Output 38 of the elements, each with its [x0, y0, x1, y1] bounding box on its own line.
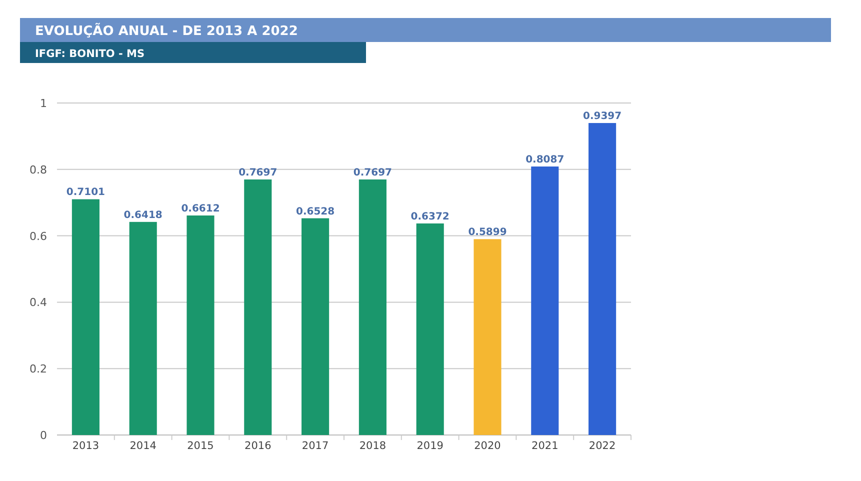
- bar: [416, 223, 444, 435]
- data-label: 0.7697: [353, 167, 392, 178]
- x-tick-label: 2013: [72, 440, 100, 452]
- data-label: 0.6528: [296, 206, 335, 218]
- data-label: 0.8087: [526, 154, 564, 166]
- data-label: 0.5899: [468, 227, 507, 238]
- data-label: 0.9397: [583, 111, 622, 122]
- x-tick-label: 2021: [532, 440, 558, 452]
- bar: [531, 166, 559, 435]
- y-tick-label: 1: [40, 97, 47, 110]
- bar: [129, 222, 157, 435]
- data-label: 0.7697: [238, 167, 278, 178]
- x-tick-label: 2017: [302, 440, 329, 452]
- x-tick-label: 2015: [187, 440, 214, 452]
- x-tick-label: 2016: [244, 440, 272, 452]
- x-tick-label: 2020: [474, 440, 501, 452]
- x-tick-label: 2014: [130, 440, 157, 452]
- bar: [474, 239, 502, 435]
- y-tick-label: 0.6: [30, 230, 47, 243]
- data-label: 0.6372: [410, 211, 450, 222]
- bar: [588, 123, 616, 435]
- chart-title: EVOLUÇÃO ANUAL - DE 2013 A 2022: [35, 22, 298, 39]
- bar: [358, 179, 386, 435]
- x-tick-label: 2018: [359, 440, 386, 452]
- bar: [302, 218, 330, 435]
- x-tick-label: 2022: [588, 440, 616, 452]
- data-label: 0.7101: [66, 187, 106, 198]
- bar: [72, 199, 100, 435]
- x-tick-label: 2019: [416, 440, 444, 452]
- bar: [244, 179, 272, 435]
- y-tick-label: 0.4: [30, 296, 47, 310]
- y-tick-label: 0: [40, 429, 47, 442]
- data-label: 0.6612: [181, 203, 220, 214]
- y-tick-label: 0.8: [30, 163, 47, 176]
- bar: [186, 215, 214, 435]
- chart-subtitle: IFGF: BONITO - MS: [35, 48, 145, 60]
- y-tick-label: 0.2: [30, 362, 47, 376]
- data-label: 0.6418: [124, 210, 162, 221]
